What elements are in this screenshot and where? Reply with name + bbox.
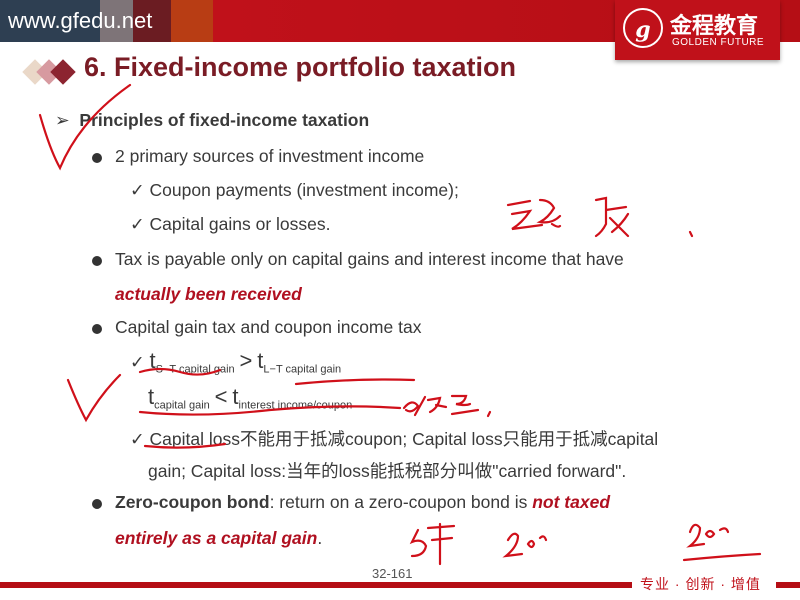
bullet-icon <box>92 499 102 509</box>
page-number: 32-161 <box>372 566 413 581</box>
bullet-1: 2 primary sources of investment income <box>115 146 425 166</box>
ink-underline <box>138 367 416 386</box>
sub: capital gain <box>154 399 210 412</box>
op: < <box>214 384 228 409</box>
ink-check <box>38 83 132 171</box>
bullet-4-cont: entirely as a capital gain. <box>115 528 322 549</box>
footer-bar <box>0 582 632 588</box>
t: t <box>149 348 156 373</box>
t: t <box>148 384 155 409</box>
ink-200b <box>682 523 762 562</box>
emphasis: not taxed <box>532 492 611 512</box>
logo-cn: 金程教育 <box>670 14 759 39</box>
bullet-2: Tax is payable only on capital gains and… <box>115 249 624 269</box>
arrow-icon: ➢ <box>55 110 70 130</box>
site-url: www.gfedu.net <box>8 8 153 33</box>
t: t <box>257 348 264 373</box>
logo-en: GOLDEN FUTURE <box>672 37 765 48</box>
sub: interest income/coupon <box>238 399 353 412</box>
heading: Principles of fixed-income taxation <box>79 110 370 130</box>
ink-check-2 <box>66 373 122 423</box>
check-icon: ✓ <box>130 214 145 234</box>
text: . <box>317 528 323 548</box>
footer-bar-end <box>776 582 800 588</box>
footer-slogan: 专业 · 创新 · 增值 <box>640 576 761 592</box>
text: : return on a zero-coupon bond is <box>269 492 533 512</box>
ink-underline <box>143 442 227 449</box>
logo-seal-icon: g <box>623 8 663 48</box>
check-item: ✓ Capital loss不能用于抵减coupon; Capital loss… <box>130 426 658 451</box>
text: Coupon payments (investment income); <box>149 180 459 200</box>
check-icon: ✓ <box>130 429 145 449</box>
logo: g 金程教育 GOLDEN FUTURE <box>615 0 780 60</box>
bullet-2-emphasis: actually been received <box>115 284 302 304</box>
text: Capital loss不能用于抵减coupon; Capital loss只能… <box>149 429 659 449</box>
bullet-4: Zero-coupon bond: return on a zero-coupo… <box>115 492 610 513</box>
bullet-icon <box>92 256 102 266</box>
ink-underline <box>138 405 402 416</box>
formula-2: tcapital gain < tinterest income/coupon <box>148 384 352 412</box>
ink-5nian <box>409 522 456 566</box>
op: > <box>239 348 253 373</box>
formula-1: ✓ tS−T capital gain > tL−T capital gain <box>130 348 341 376</box>
t: t <box>232 384 239 409</box>
check-item: ✓ Coupon payments (investment income); <box>130 180 459 201</box>
bullet-icon <box>92 153 102 163</box>
text: Capital gains or losses. <box>149 214 331 234</box>
check-item-cont: gain; Capital loss:当年的loss能抵税部分叫做"carrie… <box>148 461 627 481</box>
check-item: ✓ Capital gains or losses. <box>130 214 330 235</box>
ink-scribble <box>506 196 694 238</box>
bullet-3: Capital gain tax and coupon income tax <box>115 317 422 337</box>
ink-note <box>402 394 492 418</box>
heading-line: ➢ Principles of fixed-income taxation <box>55 110 369 131</box>
check-icon: ✓ <box>130 352 145 372</box>
emphasis: entirely as a capital gain <box>115 528 318 548</box>
bullet-icon <box>92 324 102 334</box>
page-title: 6. Fixed-income portfolio taxation <box>84 52 517 82</box>
bold: Zero-coupon bond <box>115 492 270 512</box>
sub: L−T capital gain <box>263 363 342 376</box>
ink-200 <box>502 532 548 558</box>
check-icon: ✓ <box>130 180 145 200</box>
